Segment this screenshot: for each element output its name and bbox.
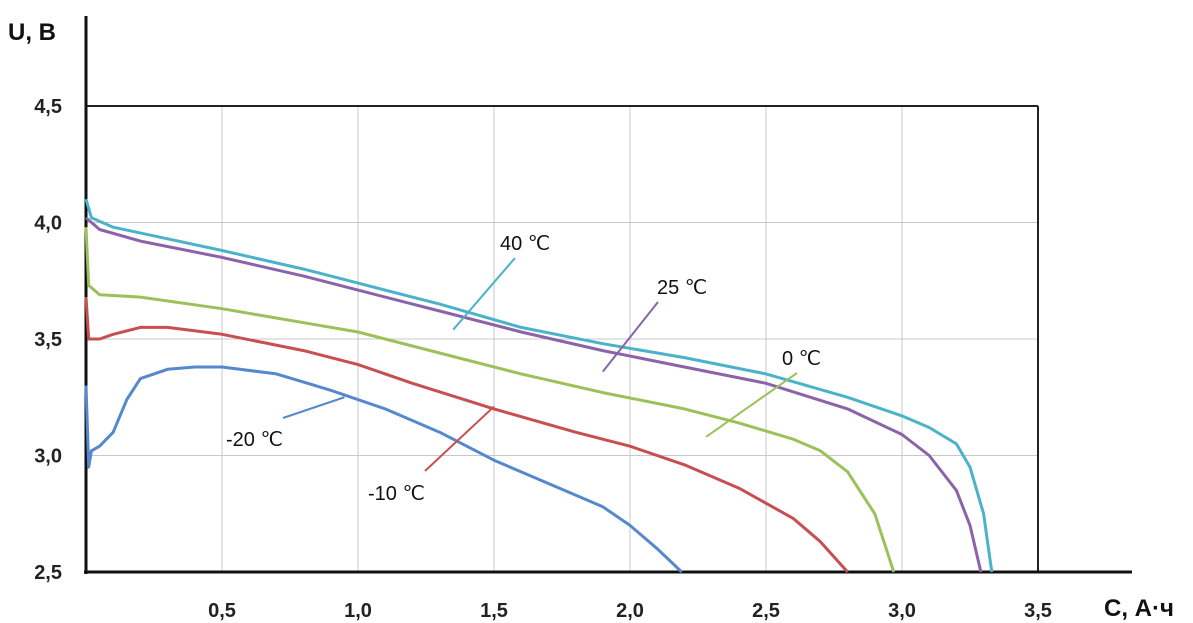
series-labels: 40 ℃ 25 ℃ 0 ℃ -10 ℃ -20 ℃ (226, 233, 821, 505)
series-label-leader-2 (705, 372, 798, 438)
series-line-1 (85, 216, 983, 573)
series-label-2: 0 ℃ (782, 348, 821, 370)
y-tick-label: 4,5 (34, 96, 62, 118)
series-label-leader-1 (602, 301, 659, 373)
x-tick-label: 2,0 (616, 600, 644, 622)
y-tick-label: 3,5 (34, 329, 62, 351)
series-label-1: 25 ℃ (657, 277, 707, 299)
x-tick-label: 3,0 (888, 600, 916, 622)
series-label-leader-0 (452, 257, 516, 331)
series-line-0 (84, 198, 994, 573)
series-label-0: 40 ℃ (500, 233, 550, 255)
x-tick-label: 1,5 (480, 600, 508, 622)
series-label-leader-3 (424, 405, 495, 472)
y-axis-title: U, В (8, 19, 56, 46)
series-group (84, 198, 994, 574)
x-tick-label: 0,5 (208, 600, 236, 622)
plot-frame (84, 16, 1132, 574)
x-tick-label: 2,5 (752, 600, 780, 622)
series-line-4 (84, 365, 683, 574)
series-label-leader-4 (282, 396, 345, 419)
series-label-3: -10 ℃ (368, 483, 425, 505)
x-tick-label: 1,0 (344, 600, 372, 622)
tick-labels: 0,5 1,0 1,5 2,0 2,5 3,0 3,5 2,5 3,0 3,5 4,0 4,5 (34, 96, 1052, 622)
series-label-4: -20 ℃ (226, 429, 283, 451)
grid (86, 106, 1038, 572)
x-tick-label: 3,5 (1024, 600, 1052, 622)
y-tick-label: 4,0 (34, 213, 62, 235)
series-line-2 (84, 227, 896, 573)
x-axis-title: C, А·ч (1104, 595, 1174, 622)
series-line-3 (84, 297, 849, 574)
y-tick-label: 2,5 (34, 562, 62, 584)
y-tick-label: 3,0 (34, 446, 62, 468)
